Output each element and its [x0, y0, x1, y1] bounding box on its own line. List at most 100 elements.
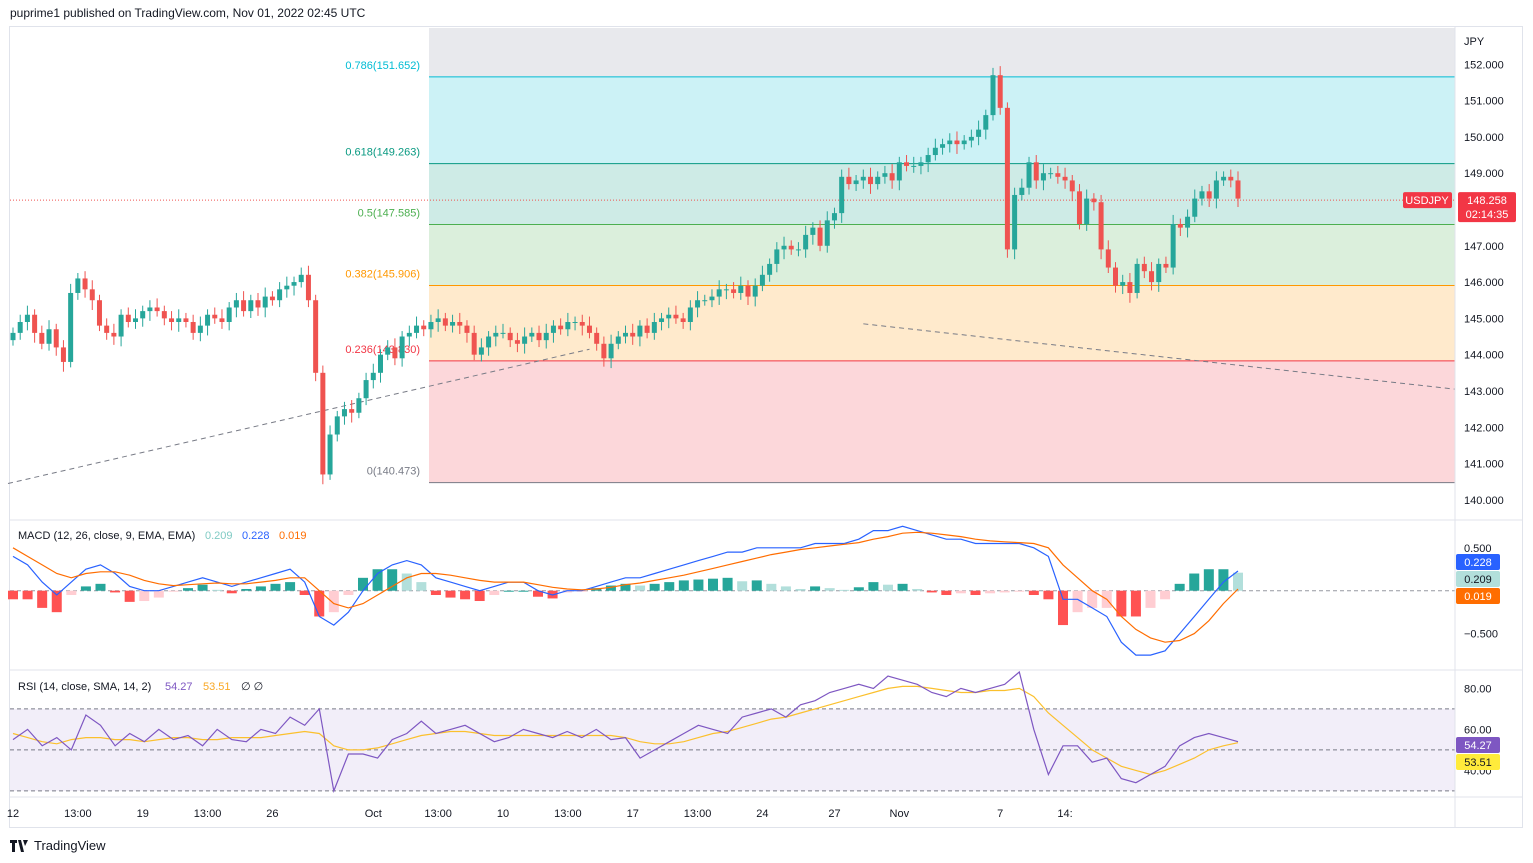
candle-body — [932, 147, 938, 156]
macd-histogram-bar — [1028, 590, 1039, 595]
candle-body — [594, 332, 600, 344]
candle-body — [752, 285, 758, 297]
macd-histogram-bar — [8, 590, 18, 600]
candle-body — [334, 416, 340, 435]
fib-label-2: 0.5(147.585) — [358, 208, 420, 220]
time-tick: 24 — [756, 808, 768, 820]
macd-histogram-bar — [824, 588, 835, 591]
fib-label-3: 0.382(145.906) — [345, 268, 420, 280]
macd-histogram-bar — [168, 590, 179, 592]
macd-histogram-bar — [314, 590, 325, 617]
candle-body — [457, 322, 463, 326]
candle-body — [320, 372, 326, 475]
candle-body — [507, 332, 513, 341]
price-pane: 0.786(151.652) 0.618(149.263) 0.5(147.585)… — [7, 28, 1456, 485]
candle-body — [882, 173, 888, 177]
candle-body — [911, 165, 917, 167]
candle-body — [774, 249, 780, 264]
candle-body — [1004, 107, 1010, 250]
macd-histogram-bar — [299, 590, 310, 595]
candle-body — [601, 343, 607, 359]
macd-histogram-bar — [533, 590, 543, 597]
macd-value-tag: 0.209 — [1464, 574, 1492, 586]
candle-body — [1235, 180, 1241, 199]
last-price-tag: 148.258 — [1467, 195, 1507, 207]
candle-body — [1091, 198, 1097, 203]
macd-histogram-bar — [985, 590, 996, 594]
candle-body — [414, 325, 420, 333]
publisher-header: puprime1 published on TradingView.com, N… — [10, 6, 366, 20]
macd-histogram-bar — [999, 590, 1010, 593]
candle-body — [1192, 198, 1198, 217]
rsi-extra-value: ∅ ∅ — [241, 681, 263, 693]
candle-body — [219, 318, 225, 322]
candle-body — [183, 318, 189, 322]
candle-body — [522, 336, 528, 344]
candle-body — [680, 318, 686, 322]
macd-hist-value: 0.209 — [205, 530, 233, 542]
price-tick: 149.000 — [1464, 168, 1504, 180]
candle-body — [197, 325, 203, 333]
time-tick: 10 — [497, 808, 509, 820]
macd-histogram-bar — [693, 579, 704, 591]
candle-body — [190, 322, 196, 333]
macd-histogram-bar — [51, 590, 62, 613]
macd-histogram-bar — [853, 587, 864, 591]
candle-body — [543, 332, 549, 341]
footer-brand[interactable]: TradingView — [10, 838, 106, 853]
macd-value-tag: 0.228 — [1464, 557, 1492, 569]
candle-body — [104, 325, 110, 333]
fib-zone-4 — [429, 360, 1455, 483]
fib-zone-2 — [429, 224, 1455, 286]
candle-body — [586, 325, 592, 333]
macd-title: MACD (12, 26, close, 9, EMA, EMA) — [18, 530, 195, 542]
candle-body — [976, 129, 982, 137]
candle-body — [565, 322, 571, 330]
macd-histogram-bar — [620, 583, 631, 591]
price-tick: 145.000 — [1464, 313, 1504, 325]
rsi-ma-value: 53.51 — [203, 681, 231, 693]
candle-body — [723, 289, 729, 291]
rsi-line — [12, 670, 1239, 794]
macd-value-tag-bg — [1456, 571, 1500, 587]
candle-body — [536, 332, 542, 341]
candle-body — [125, 314, 131, 322]
macd-histogram-bar — [95, 583, 106, 591]
price-tick: 142.000 — [1464, 422, 1504, 434]
price-tick: 147.000 — [1464, 241, 1504, 253]
macd-histogram-bar — [766, 583, 777, 591]
candle-body — [709, 296, 715, 301]
candle-body — [205, 314, 211, 326]
symbol-tag: USDJPY — [1405, 195, 1449, 207]
candle-body — [947, 140, 953, 145]
macd-histogram-bar — [970, 590, 981, 595]
macd-histogram-bar — [1160, 590, 1171, 600]
candle-body — [738, 285, 744, 293]
rsi-ma-tag-bg — [1456, 754, 1500, 770]
signal-line — [12, 531, 1239, 643]
time-tick: 13:00 — [194, 808, 222, 820]
price-tick: 143.000 — [1464, 386, 1504, 398]
candle-body — [1163, 263, 1169, 268]
candle-body — [1141, 263, 1147, 272]
fib-label-1: 0.618(149.263) — [345, 147, 420, 159]
macd-histogram-bar — [1058, 590, 1068, 626]
candle-body — [731, 289, 737, 293]
candle-body — [363, 380, 369, 399]
macd-histogram-bar — [1145, 590, 1156, 608]
rsi-pane: RSI (14, close, SMA, 14, 2) 54.27 53.51 ∅ ∅ — [10, 670, 1455, 794]
candle-body — [1113, 267, 1118, 286]
candle-body — [1055, 173, 1061, 177]
candle-body — [572, 322, 578, 323]
candle-body — [24, 314, 30, 322]
macd-histogram-bar — [649, 583, 660, 591]
candle-body — [875, 176, 881, 185]
macd-histogram-bar — [22, 590, 33, 600]
macd-histogram-bar — [489, 590, 500, 595]
fib-zone-0 — [429, 76, 1455, 164]
candle-body — [623, 332, 628, 337]
rsi-title: RSI (14, close, SMA, 14, 2) — [18, 681, 151, 693]
macd-pane: MACD (12, 26, close, 9, EMA, EMA) 0.209 0.… — [8, 525, 1455, 656]
candle-body — [305, 274, 311, 301]
